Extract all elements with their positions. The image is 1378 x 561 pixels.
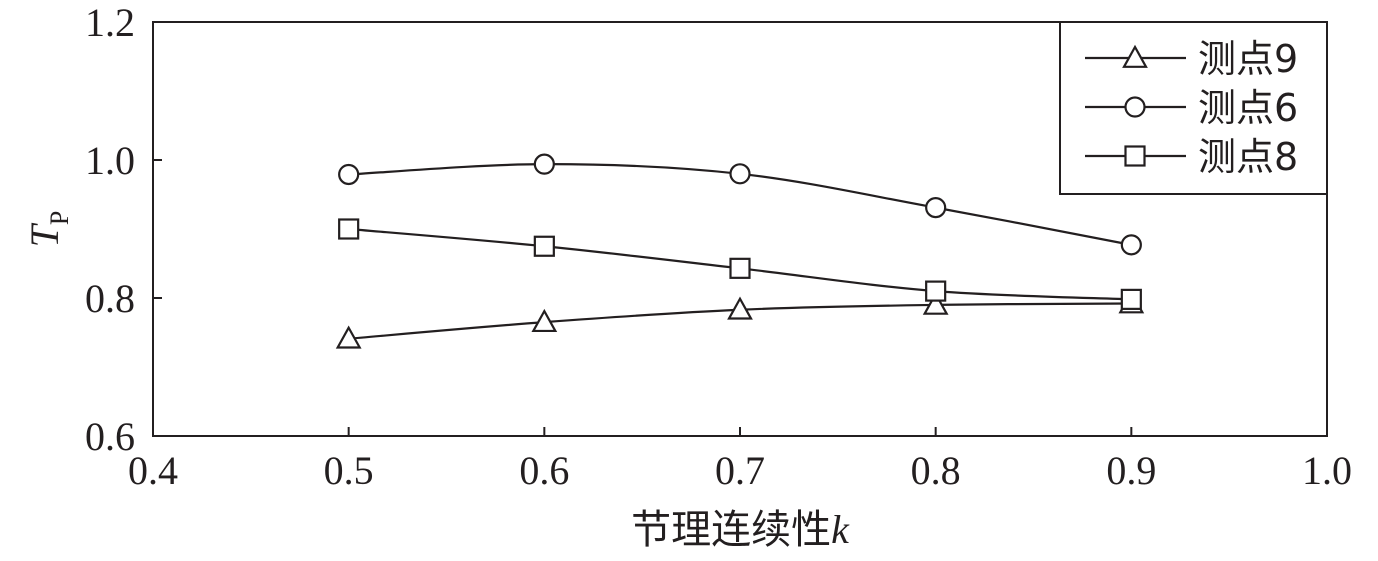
- data-point-square: [925, 280, 947, 302]
- y-axis-title-main: T: [22, 222, 67, 247]
- data-point-triangle: [727, 296, 753, 320]
- legend-label: 测点9: [1198, 37, 1298, 81]
- x-axis-variable: k: [831, 507, 850, 552]
- x-tick-label: 0.8: [911, 448, 961, 493]
- svg-text:TP: TP: [22, 211, 74, 248]
- series-circle: [338, 153, 1142, 256]
- legend-label: 测点8: [1198, 135, 1298, 179]
- x-tick-label: 0.5: [324, 448, 374, 493]
- data-point-circle: [1120, 234, 1142, 256]
- legend-items: 测点9 测点6 测点8: [1085, 37, 1298, 179]
- data-point-circle: [925, 197, 947, 219]
- y-axis-title: TP: [22, 211, 74, 248]
- x-tick-label: 1.0: [1302, 448, 1352, 493]
- legend-marker-triangle: [1122, 44, 1148, 68]
- x-tick-label: 0.9: [1106, 448, 1156, 493]
- legend-item: 测点6: [1085, 86, 1298, 130]
- data-point-triangle: [922, 291, 949, 315]
- y-axis-title-sub: P: [45, 211, 74, 225]
- legend-label: 测点6: [1198, 86, 1298, 130]
- x-axis-title: 节理连续性k: [631, 507, 850, 553]
- y-axis-ticks: 0.6 0.8 1.0 1.2: [85, 0, 162, 459]
- series-layer: [335, 153, 1145, 349]
- data-point-square: [1120, 288, 1142, 310]
- y-tick-label: 0.8: [85, 276, 135, 321]
- data-point-circle: [533, 153, 555, 175]
- y-tick-label: 1.2: [85, 0, 135, 45]
- y-tick-label: 0.6: [85, 414, 135, 459]
- legend-marker-circle: [1124, 96, 1146, 118]
- legend-marker-square: [1124, 145, 1146, 167]
- legend: 测点9 测点6 测点8: [1059, 21, 1328, 195]
- series-triangle: [335, 290, 1145, 349]
- legend-item: 测点8: [1085, 135, 1298, 179]
- data-point-circle: [729, 163, 751, 185]
- x-axis-title-text: 节理连续性: [631, 507, 831, 553]
- data-point-square: [729, 257, 751, 279]
- x-tick-label: 0.6: [519, 448, 569, 493]
- data-point-triangle: [531, 308, 558, 333]
- x-tick-label: 0.4: [128, 448, 178, 493]
- y-tick-label: 1.0: [85, 138, 135, 183]
- x-tick-label: 0.7: [715, 448, 765, 493]
- legend-item: 测点9: [1085, 37, 1298, 81]
- series-square: [338, 218, 1142, 310]
- x-axis-ticks: 0.4 0.5 0.6 0.7 0.8 0.9 1.0: [128, 427, 1352, 493]
- data-point-circle: [338, 163, 360, 186]
- data-point-square: [533, 235, 555, 257]
- data-point-square: [338, 218, 360, 240]
- data-point-triangle: [335, 325, 362, 349]
